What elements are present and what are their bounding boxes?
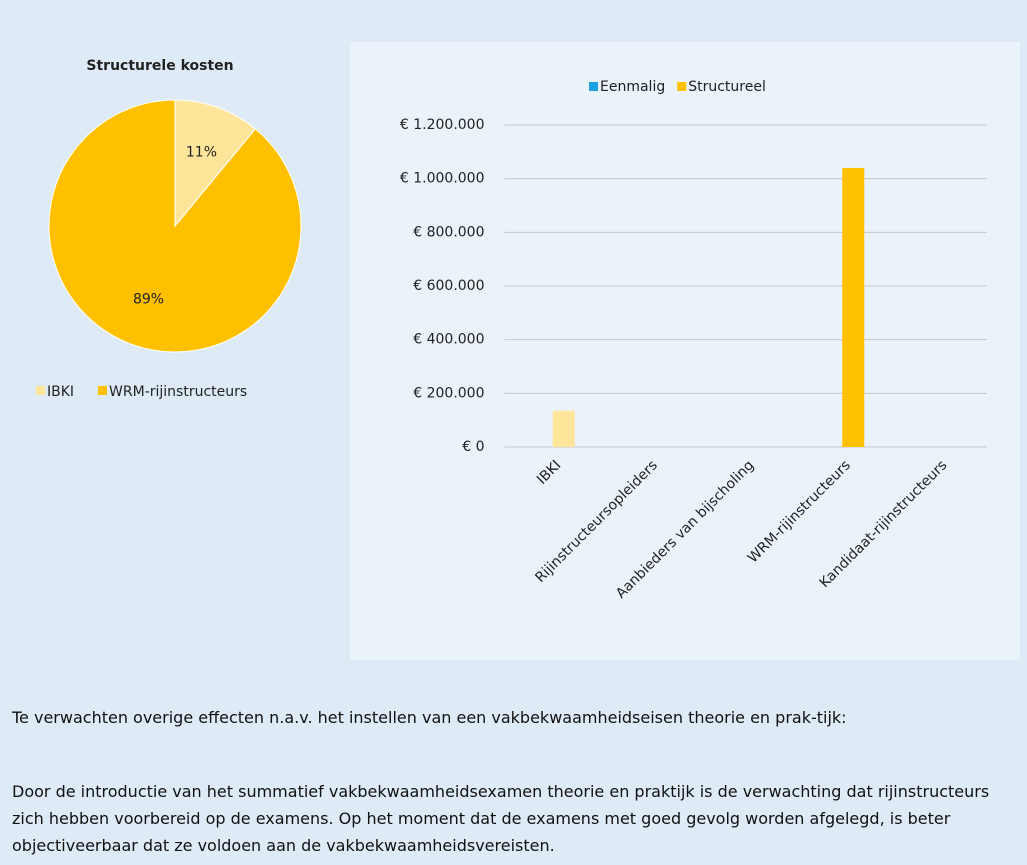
bar bbox=[552, 410, 575, 447]
y-tick-label: € 200.000 bbox=[413, 385, 484, 401]
y-tick-label: € 600.000 bbox=[413, 278, 484, 294]
legend-label: IBKI bbox=[47, 384, 74, 400]
legend-swatch bbox=[98, 386, 108, 395]
pie-title: Structurele kosten bbox=[86, 58, 233, 74]
bar-panel bbox=[350, 42, 1020, 660]
y-tick-label: € 0 bbox=[462, 439, 484, 455]
charts: Structurele kosten 11% 89% IBKI WRM-rijinst… bbox=[36, 42, 1020, 660]
paragraph: Door de introductie van het summatief va… bbox=[12, 782, 990, 855]
heading: Te verwachten overige effecten n.a.v. he… bbox=[12, 708, 847, 727]
y-tick-label: € 1.200.000 bbox=[400, 117, 485, 133]
legend-label: Structureel bbox=[688, 79, 766, 95]
pie-label: 89% bbox=[133, 292, 164, 308]
pie-label: 11% bbox=[186, 144, 217, 160]
pie-slice bbox=[48, 99, 302, 353]
legend-swatch bbox=[36, 386, 45, 395]
y-tick-label: € 800.000 bbox=[413, 224, 484, 240]
legend-label: WRM-rijinstructeurs bbox=[109, 384, 247, 400]
legend-swatch bbox=[589, 82, 598, 91]
legend-swatch bbox=[677, 82, 687, 91]
bar bbox=[842, 167, 865, 447]
y-tick-label: € 400.000 bbox=[413, 332, 484, 348]
pie-slice bbox=[174, 99, 257, 228]
y-tick-label: € 1.000.000 bbox=[400, 171, 485, 187]
legend-label: Eenmalig bbox=[600, 79, 665, 95]
